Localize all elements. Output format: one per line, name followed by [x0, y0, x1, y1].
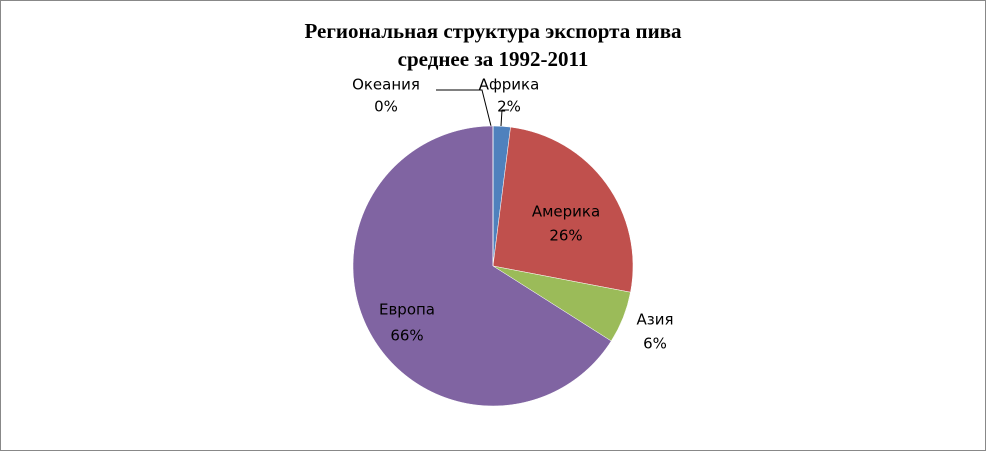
leader-line [500, 109, 509, 127]
chart-subtitle: среднее за 1992-2011 [398, 47, 589, 71]
slice-value-label: 66% [390, 327, 423, 345]
slice-value-label: 2% [497, 98, 521, 116]
slice-value-label: 0% [374, 98, 398, 116]
slice-label: Америка [532, 203, 600, 221]
pie-slice [352, 125, 612, 407]
leader-line [436, 89, 492, 127]
slice-label: Азия [636, 311, 673, 329]
slice-value-label: 6% [643, 335, 667, 353]
chart-title: Региональная структура экспорта пива [304, 19, 682, 43]
pie-slice [492, 126, 634, 293]
slice-label: Европа [379, 301, 435, 319]
slice-value-label: 26% [549, 227, 582, 245]
slice-label: Океания [352, 76, 420, 94]
slice-label: Африка [479, 76, 540, 94]
